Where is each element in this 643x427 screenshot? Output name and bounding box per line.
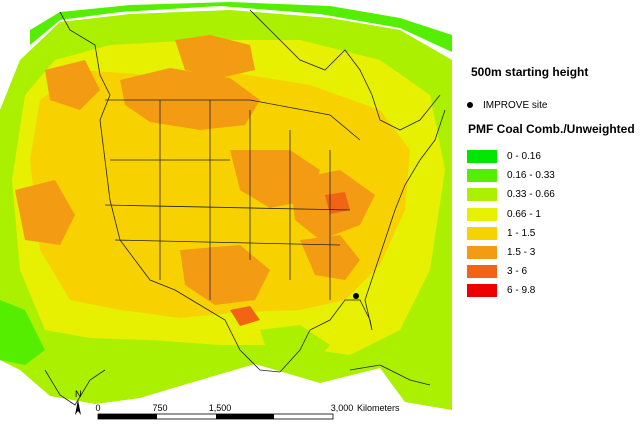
field-north-band bbox=[30, 2, 452, 52]
legend-class-row: 1 - 1.5 bbox=[467, 224, 555, 243]
legend-site-entry: IMPROVE site bbox=[467, 100, 547, 111]
legend-class-label: 3 - 6 bbox=[507, 266, 528, 278]
legend-panel: 500m starting height IMPROVE site PMF Co… bbox=[452, 0, 643, 427]
legend-class-row: 0.16 - 0.33 bbox=[467, 166, 555, 185]
north-arrow-label: N bbox=[75, 389, 82, 399]
map-canvas: N 0 750 1,500 3,000 Kilometers bbox=[0, 2, 452, 420]
legend-class-row: 0.66 - 1 bbox=[467, 205, 555, 224]
legend-swatch bbox=[467, 207, 497, 221]
legend-class-label: 0 - 0.16 bbox=[507, 151, 541, 163]
legend-class-label: 1.5 - 3 bbox=[507, 247, 536, 259]
scale-tick-2: 1,500 bbox=[209, 403, 232, 413]
legend-class-row: 1.5 - 3 bbox=[467, 243, 555, 262]
scale-tick-0: 0 bbox=[95, 403, 100, 413]
legend-title: 500m starting height bbox=[471, 65, 589, 79]
legend-class-row: 6 - 9.8 bbox=[467, 281, 555, 300]
field-patch-pacific bbox=[0, 300, 45, 365]
field-hotspot-ohio-high bbox=[325, 192, 350, 214]
scale-tick-3: 3,000 bbox=[331, 403, 354, 413]
legend-class-label: 1 - 1.5 bbox=[507, 227, 536, 239]
field-hotspot-mexico bbox=[230, 306, 260, 326]
legend-class-row: 0 - 0.16 bbox=[467, 147, 555, 166]
legend-class-list: 0 - 0.16 0.16 - 0.33 0.33 - 0.66 0.66 - 1 1 … bbox=[467, 147, 555, 301]
improve-site-icon bbox=[467, 102, 473, 109]
legend-swatch bbox=[467, 226, 497, 240]
field-patch-gulf bbox=[260, 325, 330, 368]
field-hotspot-northwest bbox=[45, 60, 100, 110]
legend-class-row: 0.33 - 0.66 bbox=[467, 185, 555, 204]
legend-site-label: IMPROVE site bbox=[483, 100, 548, 111]
legend-class-label: 0.66 - 1 bbox=[507, 208, 541, 220]
legend-swatch bbox=[467, 188, 497, 202]
improve-site-marker bbox=[353, 293, 359, 299]
legend-swatch bbox=[467, 246, 497, 260]
legend-class-row: 3 - 6 bbox=[467, 262, 555, 281]
legend-swatch bbox=[467, 169, 497, 183]
coastline-layer bbox=[44, 9, 446, 406]
legend-class-label: 0.33 - 0.66 bbox=[507, 189, 555, 201]
legend-class-label: 0.16 - 0.33 bbox=[507, 170, 555, 182]
legend-swatch bbox=[467, 265, 497, 279]
field-hotspot-west bbox=[15, 180, 75, 245]
legend-swatch bbox=[467, 284, 497, 298]
legend-swatch bbox=[467, 150, 497, 164]
field-hotspot-montana bbox=[120, 68, 260, 130]
legend-class-label: 6 - 9.8 bbox=[507, 285, 536, 297]
field-hotspot-south bbox=[180, 245, 270, 305]
scale-tick-1: 750 bbox=[152, 403, 167, 413]
field-hotspot-hudson bbox=[175, 35, 255, 78]
scale-unit: Kilometers bbox=[357, 403, 400, 413]
map-panel: N 0 750 1,500 3,000 Kilometers bbox=[0, 2, 452, 420]
north-arrow-icon bbox=[75, 400, 81, 415]
legend-heading: PMF Coal Comb./Unweighted bbox=[468, 122, 635, 136]
